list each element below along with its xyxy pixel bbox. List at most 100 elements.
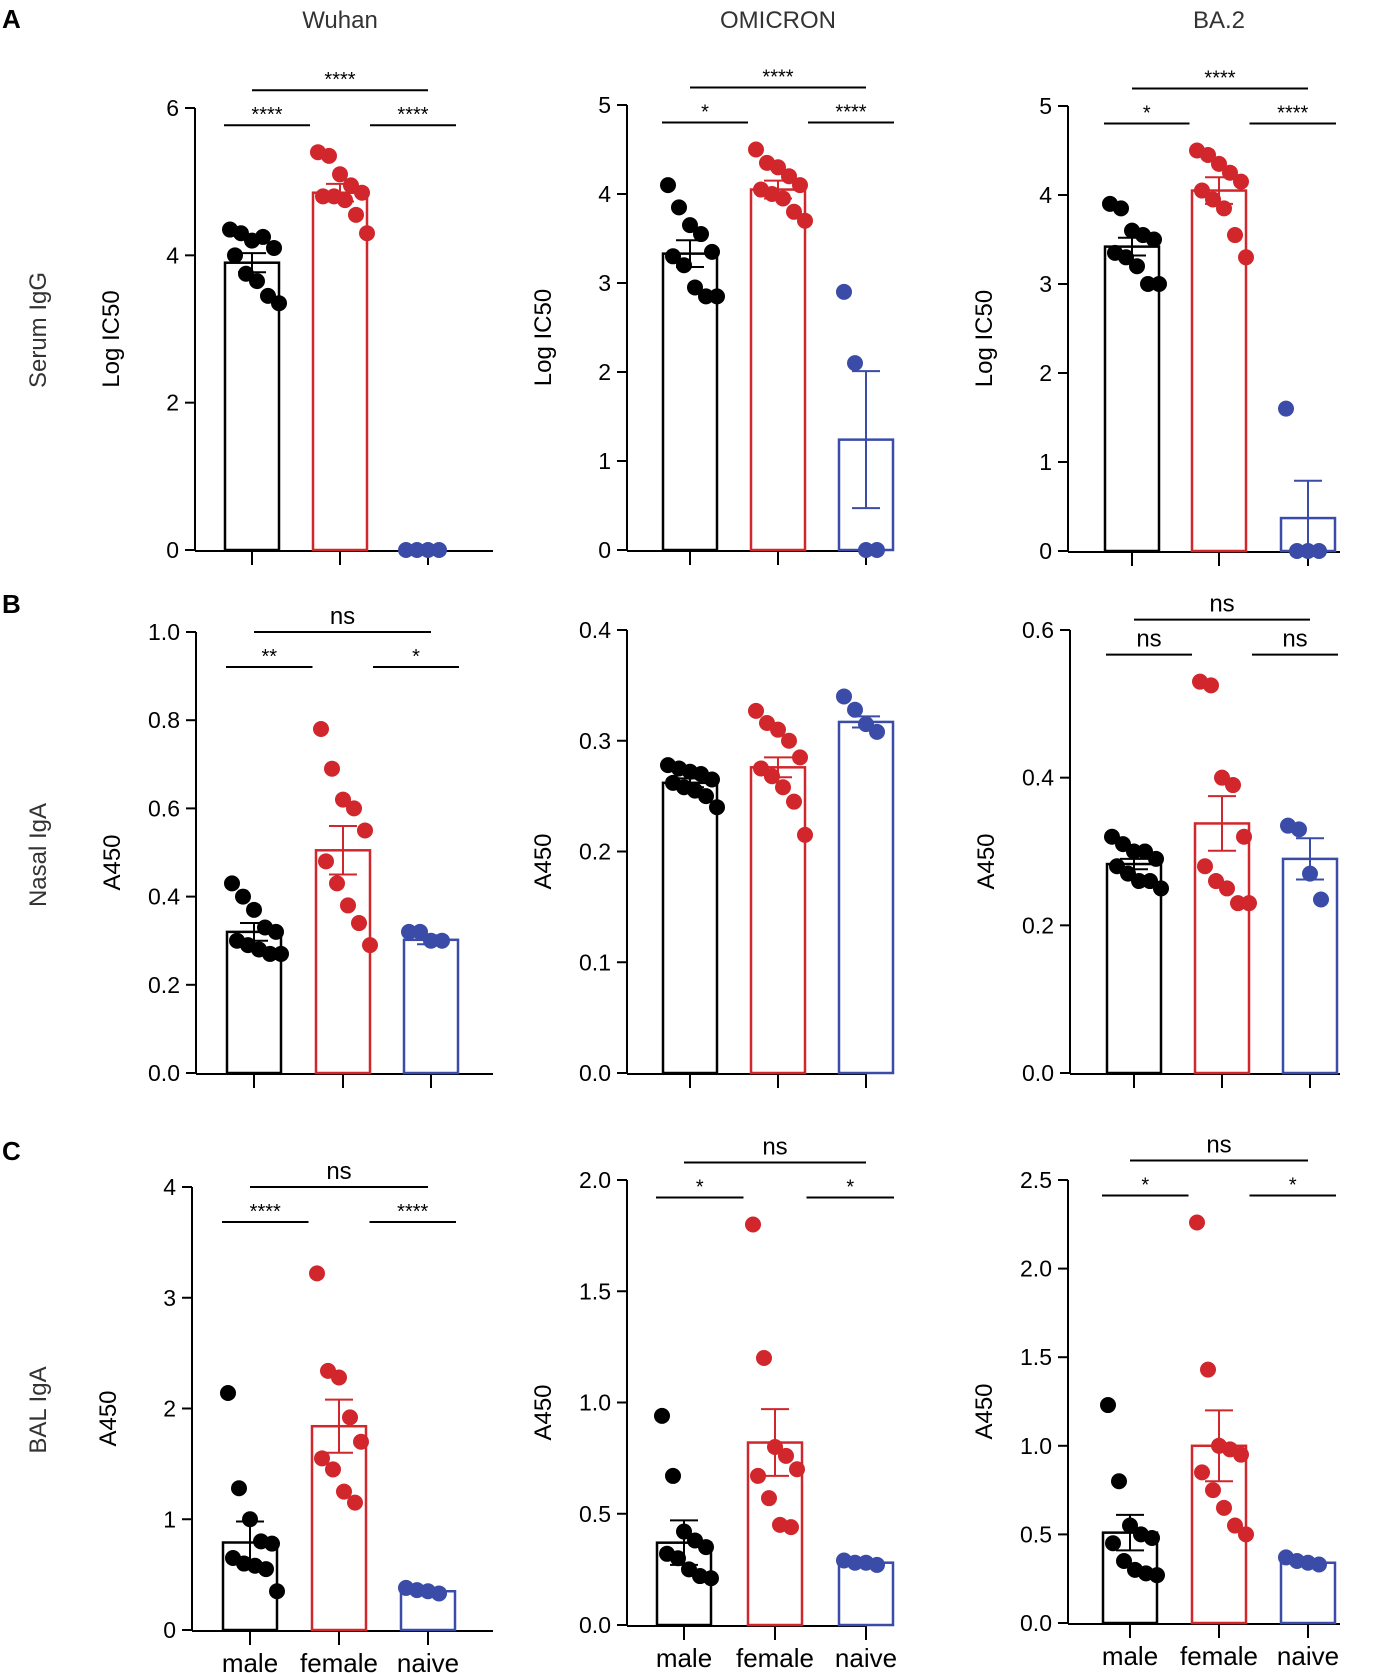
y-tick-label: 0.6 <box>148 795 180 821</box>
significance-label: **** <box>1204 68 1235 90</box>
y-tick-label: 1 <box>598 448 611 474</box>
data-point-male <box>704 243 720 260</box>
data-point-naive <box>869 723 885 740</box>
row-label-bal-iga: BAL IgA <box>25 1366 52 1453</box>
data-point-male <box>1131 873 1147 890</box>
data-point-male <box>255 228 271 245</box>
data-point-female <box>1238 1526 1254 1543</box>
category-label-male: male <box>1102 1641 1158 1671</box>
y-tick-label: 0 <box>1039 538 1052 564</box>
y-tick-label: 4 <box>163 1174 176 1200</box>
data-point-male <box>1126 843 1142 860</box>
bar-naive <box>1281 857 1339 1075</box>
y-tick-label: 4 <box>166 242 179 268</box>
data-point-female <box>309 1265 325 1282</box>
y-tick-label: 0.2 <box>148 972 180 998</box>
data-point-female <box>318 853 334 870</box>
y-axis-label: A450 <box>95 1390 122 1446</box>
data-point-female <box>325 1461 341 1478</box>
data-point-female <box>764 768 780 785</box>
data-point-female <box>1227 1517 1243 1534</box>
y-tick-label: 5 <box>598 92 611 118</box>
bar-female <box>1190 189 1248 553</box>
data-point-male <box>1140 276 1156 292</box>
data-point-female <box>770 159 786 176</box>
y-tick-label: 0.1 <box>579 949 611 975</box>
data-point-male <box>665 1467 681 1484</box>
data-point-female <box>792 749 808 766</box>
data-point-male <box>654 1407 670 1424</box>
significance-label: **** <box>762 67 793 89</box>
data-point-female <box>324 760 340 777</box>
data-point-female <box>340 897 356 914</box>
data-point-naive <box>836 283 852 300</box>
y-tick-label: 3 <box>598 270 611 296</box>
significance-label: * <box>1289 1175 1297 1197</box>
data-point-male <box>1149 1567 1165 1584</box>
data-point-male <box>227 247 243 264</box>
y-tick-label: 2.0 <box>1020 1256 1052 1282</box>
significance-label: ns <box>1209 591 1234 618</box>
bar-naive <box>402 938 460 1075</box>
data-point-female <box>756 1350 772 1366</box>
data-point-male <box>246 901 262 918</box>
data-point-male <box>269 1583 285 1600</box>
category-label-naive: naive <box>1277 1641 1339 1671</box>
data-point-female <box>335 791 351 808</box>
significance-label: **** <box>250 1201 281 1223</box>
row-label-nasal-iga: Nasal IgA <box>25 803 52 907</box>
data-point-female <box>748 141 764 158</box>
bar-male <box>1103 245 1161 553</box>
data-point-female <box>783 1519 799 1536</box>
data-point-female <box>1216 1499 1232 1516</box>
y-tick-label: 0.5 <box>1020 1521 1052 1547</box>
column-title: BA.2 <box>1193 7 1245 34</box>
data-point-male <box>271 295 287 312</box>
data-point-male <box>1129 258 1145 275</box>
data-point-male <box>1118 249 1134 266</box>
data-point-female <box>1230 895 1246 912</box>
significance-label: **** <box>251 104 282 126</box>
data-point-male <box>670 1550 686 1567</box>
data-point-male <box>698 288 714 305</box>
y-tick-label: 0.5 <box>579 1501 611 1527</box>
data-point-female <box>1236 828 1252 845</box>
significance-label: ns <box>1282 626 1307 653</box>
significance-label: ns <box>1136 626 1161 653</box>
significance-label: ** <box>261 646 277 668</box>
bar-female <box>749 188 807 552</box>
data-point-naive <box>1313 891 1329 908</box>
data-point-male <box>709 288 725 305</box>
category-label-female: female <box>1180 1641 1258 1671</box>
y-tick-label: 2.0 <box>579 1167 611 1193</box>
data-point-male <box>1151 276 1167 292</box>
bar-female <box>749 766 807 1075</box>
data-point-female <box>1241 895 1257 912</box>
bar-male <box>223 261 281 552</box>
data-point-female <box>315 188 331 205</box>
data-point-female <box>351 915 367 932</box>
y-axis-label: A450 <box>973 833 1000 889</box>
panel-letter-a: A <box>2 4 21 34</box>
data-point-male <box>1146 231 1162 248</box>
data-point-male <box>231 1480 247 1497</box>
data-point-female <box>359 225 375 242</box>
data-point-female <box>797 212 813 229</box>
data-point-male <box>1153 880 1169 897</box>
y-tick-label: 1.5 <box>1020 1344 1052 1370</box>
data-point-male <box>266 239 282 256</box>
data-point-male <box>698 788 714 805</box>
significance-label: ns <box>326 1158 351 1185</box>
category-label-male: male <box>656 1643 712 1673</box>
data-point-female <box>797 826 813 843</box>
data-point-naive <box>409 542 425 558</box>
y-tick-label: 0.2 <box>1022 912 1054 938</box>
y-tick-label: 0.4 <box>579 617 611 643</box>
data-point-male <box>703 1570 719 1587</box>
data-point-male <box>264 1535 280 1552</box>
bar-male <box>1105 862 1163 1075</box>
data-point-female <box>329 875 345 892</box>
bar-naive <box>837 720 895 1075</box>
data-point-female <box>314 1450 330 1467</box>
